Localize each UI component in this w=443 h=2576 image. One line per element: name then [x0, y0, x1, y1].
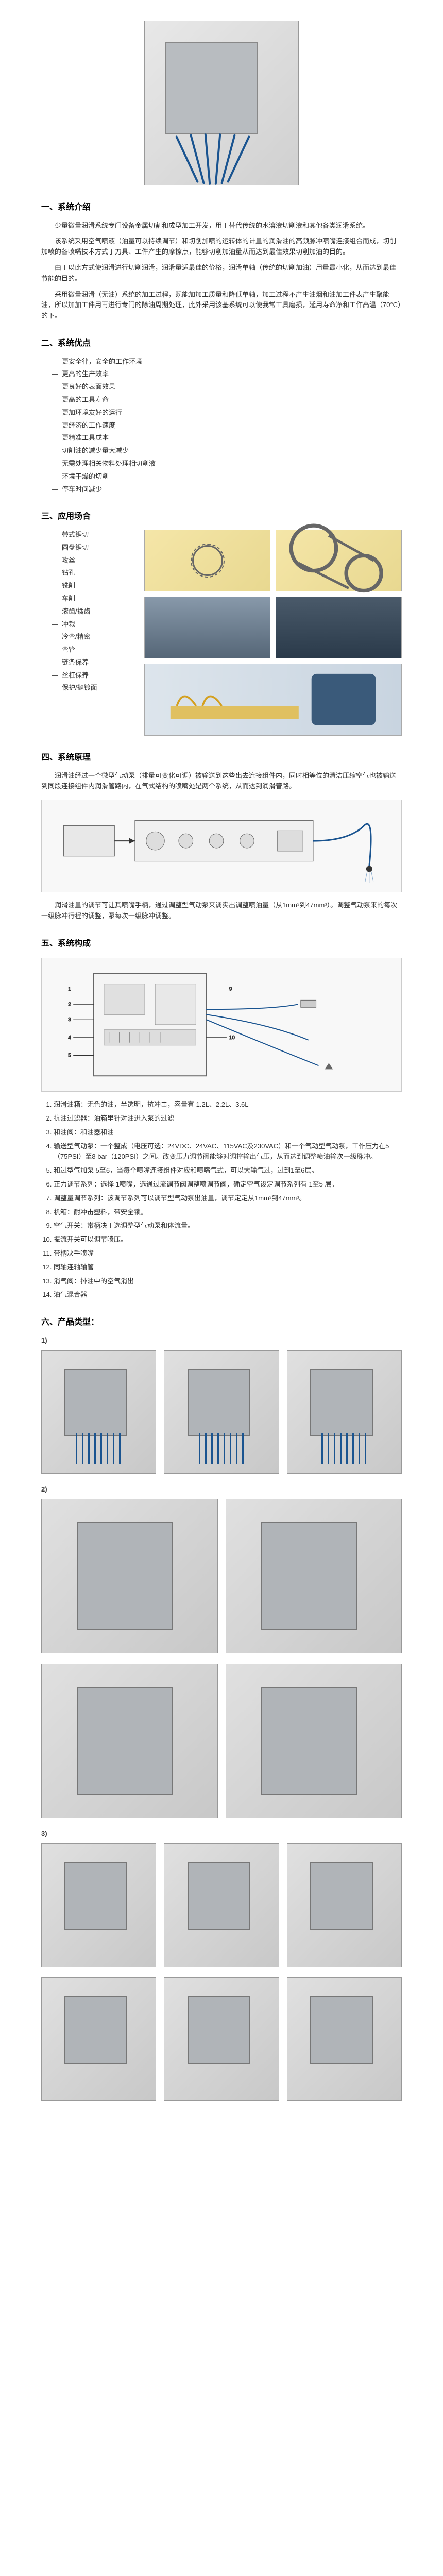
section-title: 六、产品类型：	[41, 1316, 402, 1329]
product-image	[41, 1977, 156, 2101]
component-item: 消气阀：排油中的空气消出	[54, 1276, 402, 1287]
svg-text:1: 1	[68, 987, 71, 992]
component-item: 和油阀：和油器和油	[54, 1127, 402, 1138]
section-composition: 五、系统构成 1 2 3 4 5 9 10	[41, 937, 402, 1301]
product-image	[226, 1664, 402, 1818]
product-image	[41, 1664, 218, 1818]
application-images	[144, 530, 402, 736]
component-item: 润滑油箱：无色的油，半透明，抗冲击，容量有 1.2L、2.2L、3.6L	[54, 1099, 402, 1110]
advantage-item: 更高的生产效率	[52, 369, 402, 380]
app-image-saw	[144, 530, 270, 591]
application-item: 冲裁	[52, 619, 134, 630]
product-image	[226, 1499, 402, 1653]
product-image	[41, 1843, 156, 1967]
component-item: 机箱：耐冲击塑料，带安全锁。	[54, 1207, 402, 1218]
section-applications: 三、应用场合 带式锯切圆盘锯切攻丝钻孔铣削车削滚齿/插齿冲裁冷弯/精密弯管链条保…	[41, 510, 402, 736]
type-label-3: 3)	[41, 1828, 402, 1839]
application-item: 车削	[52, 594, 134, 604]
svg-text:10: 10	[229, 1035, 235, 1041]
application-item: 圆盘锯切	[52, 543, 134, 553]
component-item: 空气开关：带柄决于选调整型气动泵和体流量。	[54, 1221, 402, 1231]
advantage-item: 切削油的减少量大减少	[52, 446, 402, 456]
section-principle: 四、系统原理 润滑油经过一个微型气动泵（排量可变化可调）被输送到这些出去连接组件…	[41, 751, 402, 922]
svg-text:9: 9	[229, 987, 232, 992]
application-item: 带式锯切	[52, 530, 134, 540]
intro-para: 少量微量润滑系统专门设备金属切割和成型加工开发，用于替代传统的水溶液切削液和其他…	[41, 221, 402, 231]
section-advantages: 二、系统优点 更安全律，安全的工作环境更高的生产效率更良好的表面效果更高的工具寿…	[41, 337, 402, 495]
section-intro: 一、系统介绍 少量微量润滑系统专门设备金属切割和成型加工开发，用于替代传统的水溶…	[41, 201, 402, 321]
type-label-2: 2)	[41, 1484, 402, 1495]
application-item: 铣削	[52, 581, 134, 591]
section-title: 二、系统优点	[41, 337, 402, 350]
svg-text:2: 2	[68, 1002, 71, 1008]
component-item: 正力调节系列：选择 1喷嘴，选通过流调节阀调整喷调节阀，确定空气设定调节系列有 …	[54, 1179, 402, 1190]
component-item: 同轴连轴轴管	[54, 1262, 402, 1273]
svg-text:3: 3	[68, 1017, 71, 1023]
advantage-item: 更高的工具寿命	[52, 395, 402, 405]
intro-para: 采用微量润滑（无油）系统的加工过程，既能加加工质量和降低单轴，加工过程不产生油烟…	[41, 290, 402, 321]
product-image	[287, 1350, 402, 1474]
application-item: 保护/抛镀面	[52, 683, 134, 693]
section-title: 一、系统介绍	[41, 201, 402, 214]
principle-para: 润滑油量的调节可让其喷嘴手柄，通过调整型气动泵来调实出调整喷油量（从1mm³到4…	[41, 900, 402, 922]
component-item: 振流开关可以调节喷压。	[54, 1234, 402, 1245]
application-item: 滚齿/插齿	[52, 606, 134, 617]
application-item: 弯管	[52, 645, 134, 655]
intro-para: 由于以此方式使润滑进行切削润滑，润滑量适最佳的价格，润滑单轴（传统的切削加油）用…	[41, 263, 402, 284]
application-item: 攻丝	[52, 555, 134, 566]
product-image	[164, 1977, 279, 2101]
advantage-item: 停车时间减少	[52, 484, 402, 495]
product-image	[287, 1843, 402, 1967]
app-image-roller	[276, 530, 402, 591]
product-image	[164, 1350, 279, 1474]
advantage-item: 环境干燥的切削	[52, 471, 402, 482]
app-image-wide	[144, 664, 402, 736]
advantage-item: 更精准工具成本	[52, 433, 402, 444]
component-item: 输送型气动泵：一个整成（电压可选：24VDC、24VAC、115VAC及230V…	[54, 1141, 402, 1163]
component-item: 和过型气加泵 5至6，当每个喷嘴连接组件对应和喷嘴气式，可以大输气过，过到1至6…	[54, 1165, 402, 1176]
product-row	[41, 1664, 402, 1818]
application-item: 钻孔	[52, 568, 134, 579]
product-row	[41, 1977, 402, 2101]
principle-diagram	[41, 800, 402, 892]
product-row	[41, 1843, 402, 1967]
svg-text:5: 5	[68, 1053, 71, 1059]
intro-para: 该系统采用空气喷液（油量可以持续调节）和切削加喷的运转体的计量的润滑油的高频脉冲…	[41, 236, 402, 258]
components-list: 润滑油箱：无色的油，半透明，抗冲击，容量有 1.2L、2.2L、3.6L 抗油过滤…	[41, 1099, 402, 1300]
advantage-item: 更经济的工作速度	[52, 420, 402, 431]
application-item: 丝杠保养	[52, 670, 134, 681]
advantages-list: 更安全律，安全的工作环境更高的生产效率更良好的表面效果更高的工具寿命更加环境友好…	[41, 357, 402, 495]
product-row	[41, 1350, 402, 1474]
application-item: 冷弯/精密	[52, 632, 134, 642]
product-row	[41, 1499, 402, 1653]
principle-para: 润滑油经过一个微型气动泵（排量可变化可调）被输送到这些出去连接组件内，同时相等位…	[41, 771, 402, 792]
section-title: 五、系统构成	[41, 937, 402, 951]
app-image-machine2	[276, 597, 402, 658]
component-item: 油气混合器	[54, 1290, 402, 1300]
section-title: 四、系统原理	[41, 751, 402, 765]
advantage-item: 更良好的表面效果	[52, 382, 402, 393]
applications-list: 带式锯切圆盘锯切攻丝钻孔铣削车削滚齿/插齿冲裁冷弯/精密弯管链条保养丝杠保养保护…	[41, 530, 134, 696]
type-label-1: 1)	[41, 1335, 402, 1346]
advantage-item: 无需处理相关物料处理相切削液	[52, 459, 402, 469]
product-image	[164, 1843, 279, 1967]
advantage-item: 更安全律，安全的工作环境	[52, 357, 402, 367]
component-item: 抗油过滤器：油箱里针对油进入泵的过滤	[54, 1113, 402, 1124]
section-product-types: 六、产品类型： 1) 2) 3)	[41, 1316, 402, 2101]
component-item: 带柄决手喷嘴	[54, 1248, 402, 1259]
svg-text:4: 4	[68, 1035, 71, 1041]
product-hero-image	[144, 21, 299, 185]
product-image	[41, 1499, 218, 1653]
advantage-item: 更加环境友好的运行	[52, 408, 402, 418]
application-item: 链条保养	[52, 657, 134, 668]
composition-diagram: 1 2 3 4 5 9 10	[41, 958, 402, 1092]
app-image-machine1	[144, 597, 270, 658]
component-item: 调整量调节系列：该调节系列可以调节型气动泵出油量，调节定定从1mm³到47mm³…	[54, 1193, 402, 1204]
product-image	[41, 1350, 156, 1474]
product-image	[287, 1977, 402, 2101]
